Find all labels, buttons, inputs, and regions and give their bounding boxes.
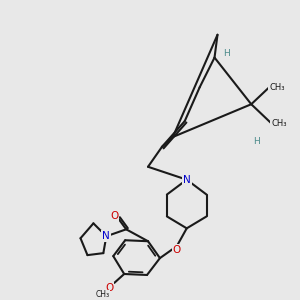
Text: O: O: [173, 245, 181, 255]
Text: H: H: [223, 49, 230, 58]
Text: O: O: [105, 283, 113, 293]
Text: N: N: [102, 231, 110, 241]
Text: O: O: [110, 212, 118, 221]
Text: N: N: [183, 175, 190, 185]
Text: CH₃: CH₃: [271, 118, 287, 127]
Text: H: H: [253, 137, 260, 146]
Text: CH₃: CH₃: [95, 290, 110, 299]
Text: CH₃: CH₃: [269, 83, 285, 92]
